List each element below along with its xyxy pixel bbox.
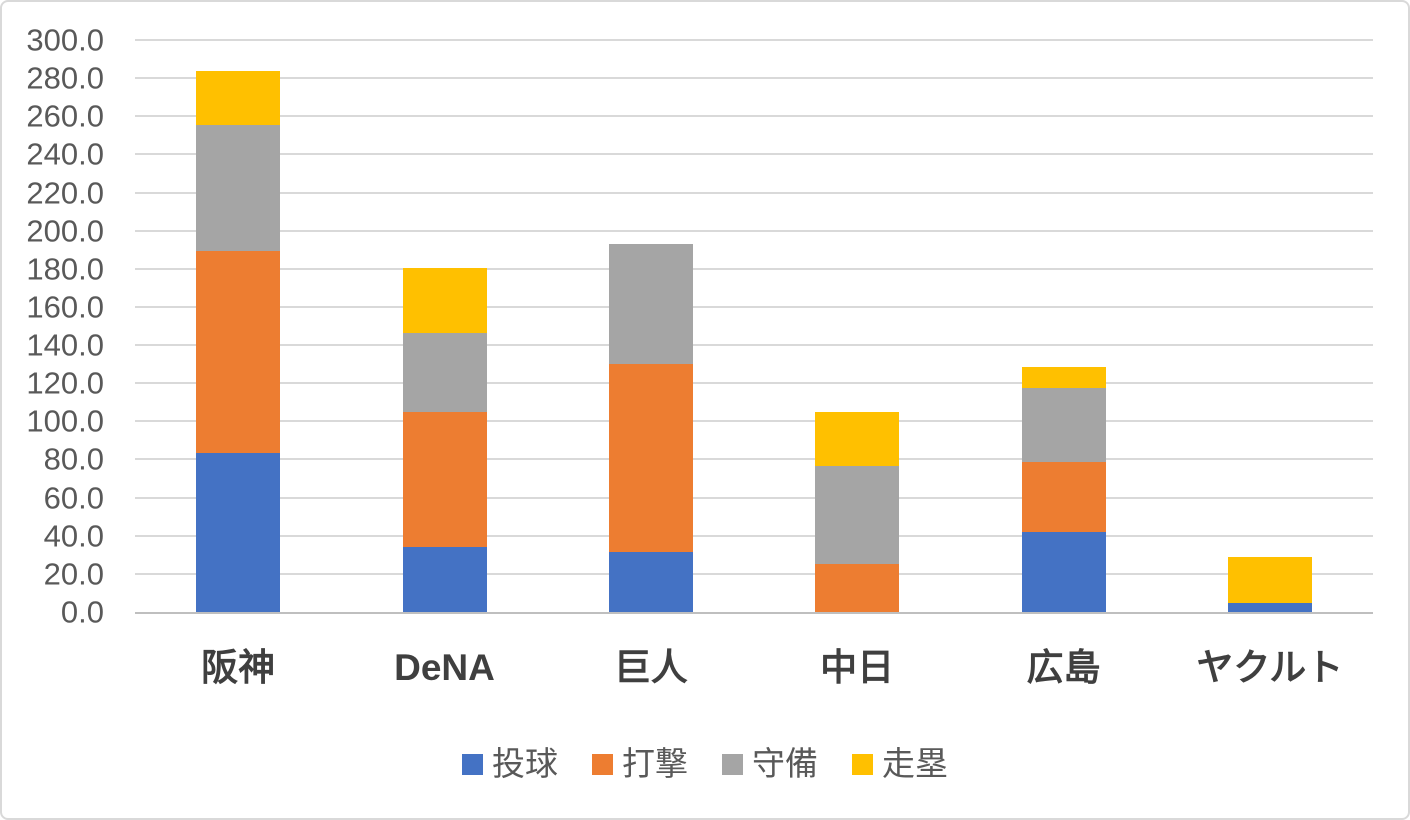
bar-group — [1227, 40, 1312, 612]
bar-segment — [1021, 462, 1106, 532]
y-tick-label: 180.0 — [26, 251, 104, 287]
y-tick-label: 200.0 — [26, 213, 104, 249]
y-tick-label: 60.0 — [43, 480, 104, 516]
gridline — [135, 496, 1373, 499]
bar-segment — [815, 564, 900, 612]
legend-swatch — [722, 753, 743, 775]
bar-segment — [402, 547, 487, 612]
gridline — [135, 420, 1373, 423]
bar-segment — [1227, 603, 1312, 612]
y-tick-label: 40.0 — [43, 518, 104, 554]
gridline — [135, 115, 1373, 118]
bar-group — [196, 40, 281, 612]
bar-segment — [196, 70, 281, 125]
bar-group — [608, 40, 693, 612]
gridline — [135, 267, 1373, 270]
bar-segment — [608, 551, 693, 612]
gridline — [135, 534, 1373, 537]
y-tick-label: 280.0 — [26, 60, 104, 96]
x-category-label: 巨人 — [613, 647, 688, 688]
y-tick-label: 240.0 — [26, 136, 104, 172]
y-tick-label: 260.0 — [26, 98, 104, 134]
x-category-label: 中日 — [820, 647, 895, 688]
legend-label: 投球 — [492, 745, 558, 782]
bar-group — [1021, 40, 1106, 612]
x-category-label: ヤクルト — [1196, 647, 1344, 688]
y-tick-label: 0.0 — [60, 594, 104, 630]
x-category-label: 阪神 — [201, 647, 276, 688]
gridline — [135, 382, 1373, 385]
gridline — [135, 572, 1373, 575]
y-tick-label: 20.0 — [43, 556, 104, 592]
legend-item: 打撃 — [592, 746, 688, 782]
gridline — [135, 77, 1373, 80]
y-tick-label: 220.0 — [26, 175, 104, 211]
bar-segment — [1021, 387, 1106, 463]
legend-swatch — [462, 753, 483, 775]
bar-segment — [1227, 556, 1312, 604]
gridline — [135, 191, 1373, 194]
y-tick-label: 160.0 — [26, 289, 104, 325]
legend-label: 守備 — [752, 745, 818, 782]
gridline — [135, 153, 1373, 156]
gridline — [135, 229, 1373, 232]
bar-group — [402, 40, 487, 612]
x-axis-line — [135, 612, 1373, 614]
gridline — [135, 458, 1373, 461]
legend-item: 守備 — [722, 746, 818, 782]
legend-item: 投球 — [462, 746, 558, 782]
y-tick-label: 140.0 — [26, 327, 104, 363]
plot-area — [135, 39, 1373, 614]
bar-segment — [815, 411, 900, 467]
bar-segment — [196, 250, 281, 453]
y-tick-label: 80.0 — [43, 441, 104, 477]
bar-group — [815, 40, 900, 612]
y-tick-label: 120.0 — [26, 365, 104, 401]
gridline — [135, 39, 1373, 41]
bar-segment — [402, 332, 487, 412]
bar-segment — [196, 452, 281, 612]
bar-segment — [608, 364, 693, 552]
y-tick-label: 300.0 — [26, 22, 104, 58]
gridline — [135, 305, 1373, 308]
bar-segment — [402, 267, 487, 333]
y-tick-label: 100.0 — [26, 403, 104, 439]
bar-segment — [402, 411, 487, 548]
legend-label: 走塁 — [882, 745, 948, 782]
bar-segment — [1021, 367, 1106, 388]
legend-swatch — [852, 753, 873, 775]
bar-segment — [815, 466, 900, 565]
legend: 投球 打撃 守備 走塁 — [2, 746, 1408, 782]
bar-segment — [608, 244, 693, 365]
x-category-label: DeNA — [394, 647, 495, 688]
legend-label: 打撃 — [622, 745, 688, 782]
x-category-label: 広島 — [1026, 647, 1101, 688]
legend-item: 走塁 — [852, 746, 948, 782]
gridline — [135, 344, 1373, 347]
bar-segment — [1021, 531, 1106, 612]
bar-segment — [196, 124, 281, 251]
legend-swatch — [592, 753, 613, 775]
